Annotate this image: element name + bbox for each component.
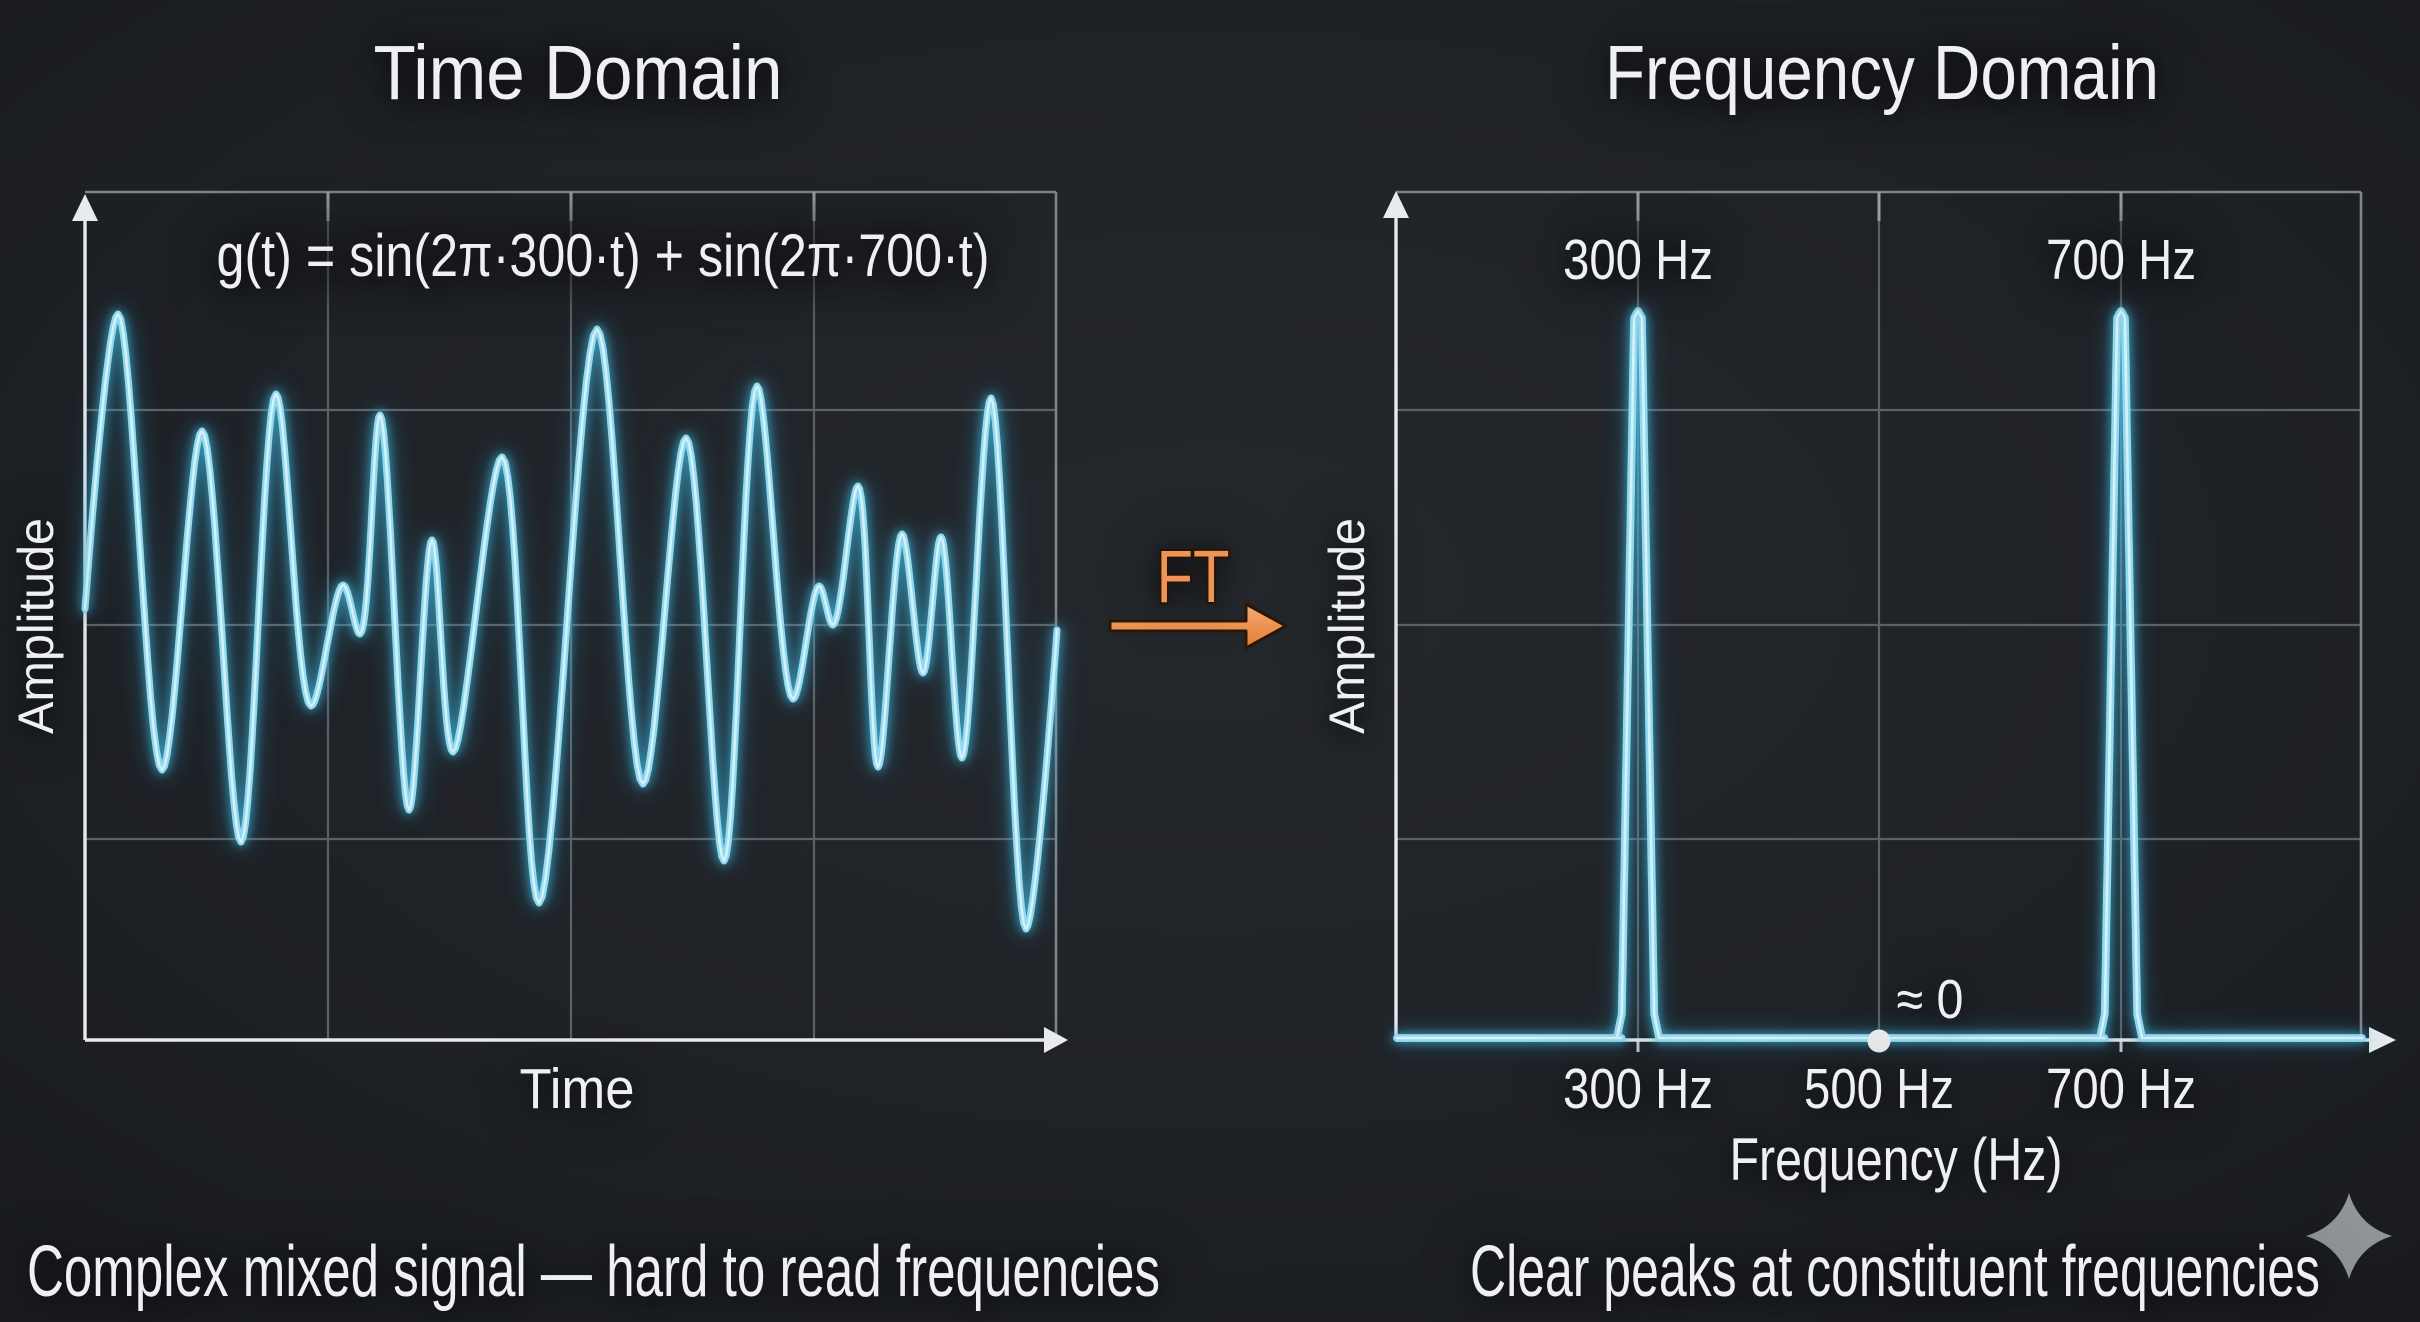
svg-text:Frequency (Hz): Frequency (Hz) bbox=[1730, 1126, 2063, 1193]
svg-text:300 Hz: 300 Hz bbox=[1563, 228, 1713, 292]
svg-text:Time: Time bbox=[520, 1057, 635, 1121]
svg-text:500 Hz: 500 Hz bbox=[1804, 1057, 1954, 1121]
svg-text:Time Domain: Time Domain bbox=[374, 30, 783, 116]
svg-text:Complex mixed signal — hard to: Complex mixed signal — hard to read freq… bbox=[27, 1232, 1160, 1312]
svg-text:Clear peaks at constituent fre: Clear peaks at constituent frequencies bbox=[1470, 1232, 2320, 1312]
svg-text:Frequency Domain: Frequency Domain bbox=[1605, 30, 2159, 116]
svg-text:g(t) = sin(2π·300·t) + sin(2π·: g(t) = sin(2π·300·t) + sin(2π·700·t) bbox=[217, 222, 990, 289]
svg-text:FT: FT bbox=[1157, 535, 1230, 618]
svg-text:Amplitude: Amplitude bbox=[8, 518, 64, 734]
svg-text:700 Hz: 700 Hz bbox=[2046, 228, 2196, 292]
svg-text:300 Hz: 300 Hz bbox=[1563, 1057, 1713, 1121]
svg-text:≈ 0: ≈ 0 bbox=[1897, 968, 1964, 1030]
svg-text:Amplitude: Amplitude bbox=[1319, 518, 1375, 734]
svg-text:700 Hz: 700 Hz bbox=[2046, 1057, 2196, 1121]
